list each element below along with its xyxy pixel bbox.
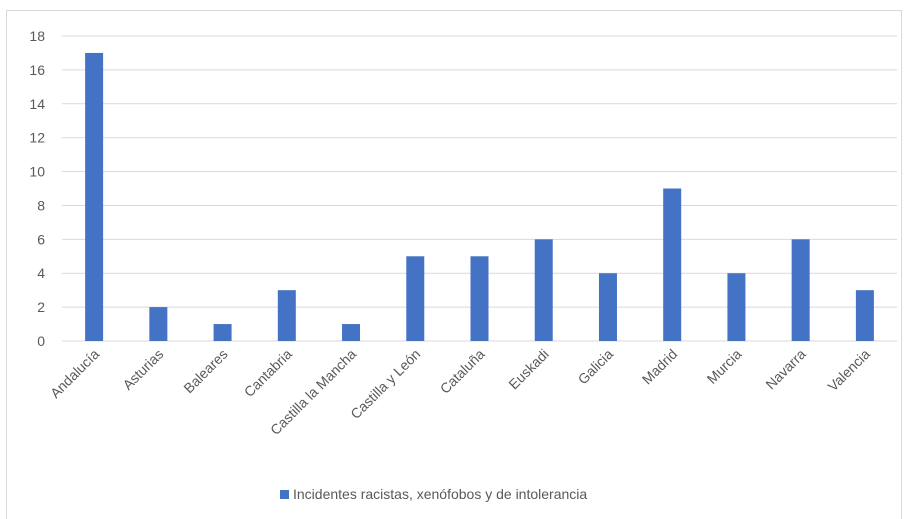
- bar: [534, 239, 553, 341]
- bar: [727, 273, 746, 341]
- y-tick-label: 10: [29, 164, 45, 180]
- legend: Incidentes racistas, xenófobos y de into…: [280, 486, 587, 502]
- y-tick-label: 12: [29, 130, 45, 146]
- y-tick-label: 18: [29, 28, 45, 44]
- x-tick-label: Murcia: [704, 346, 745, 387]
- bar: [406, 256, 425, 341]
- legend-label: Incidentes racistas, xenófobos y de into…: [293, 486, 587, 502]
- y-tick-label: 16: [29, 62, 45, 78]
- bar: [791, 239, 810, 341]
- x-tick-label: Cantabria: [241, 346, 295, 400]
- x-tick-label: Navarra: [762, 346, 809, 393]
- x-tick-label: Madrid: [639, 346, 681, 388]
- y-tick-label: 0: [37, 333, 45, 349]
- x-tick-label: Galicia: [575, 346, 617, 388]
- bar: [598, 273, 617, 341]
- bar: [470, 256, 489, 341]
- bar: [342, 324, 361, 341]
- y-tick-label: 4: [37, 265, 45, 281]
- bars: [85, 52, 874, 341]
- bar: [85, 52, 104, 341]
- x-tick-label: Cataluña: [437, 346, 488, 397]
- chart-frame: [6, 10, 902, 519]
- bar: [855, 290, 874, 341]
- x-tick-label: Andalucía: [47, 346, 102, 401]
- bar: [277, 290, 296, 341]
- y-axis-tick-labels: 0 2 4 6 8 10 12 14 16 18: [29, 28, 45, 349]
- bar: [213, 324, 232, 341]
- bar: [663, 188, 682, 341]
- y-tick-label: 2: [37, 299, 45, 315]
- x-tick-label: Valencia: [824, 346, 873, 395]
- y-tick-label: 6: [37, 231, 45, 247]
- legend-swatch: [280, 490, 289, 499]
- y-tick-label: 8: [37, 197, 45, 213]
- bar: [149, 307, 168, 341]
- x-tick-label: Euskadi: [505, 346, 552, 393]
- x-axis-tick-labels: Andalucía Asturias Baleares CantabriaCastil…: [47, 346, 873, 438]
- x-tick-label: Asturias: [119, 346, 166, 393]
- x-tick-label: Baleares: [180, 346, 230, 396]
- y-tick-label: 14: [29, 96, 45, 112]
